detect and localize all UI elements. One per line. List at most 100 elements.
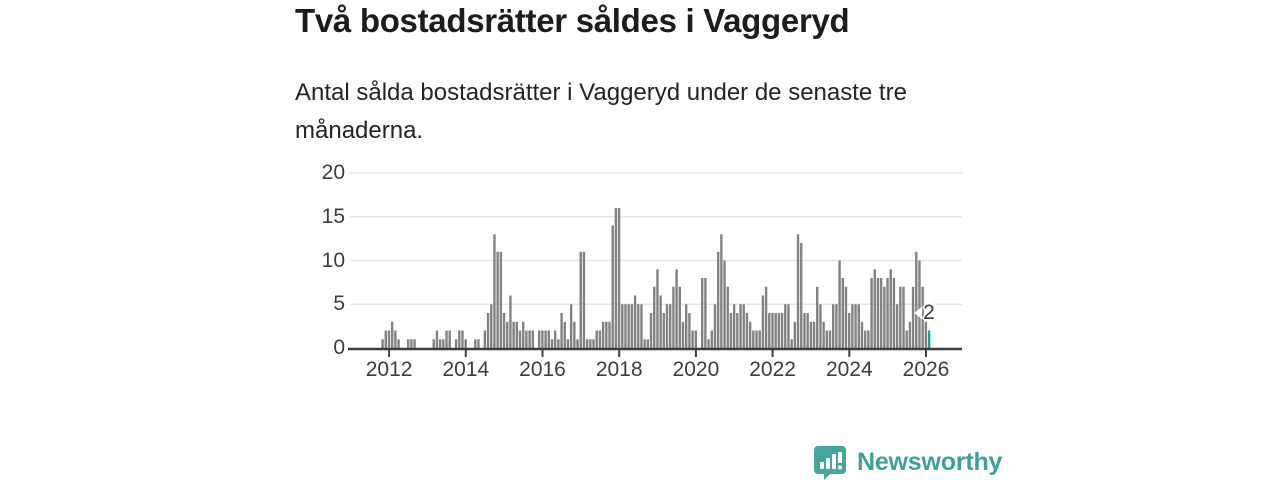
bar <box>576 339 579 348</box>
bar <box>879 278 883 348</box>
bar <box>755 330 758 348</box>
bar <box>713 304 717 348</box>
bar <box>924 321 928 348</box>
bar <box>742 304 745 348</box>
bar <box>825 330 829 348</box>
x-tick-label: 2012 <box>365 358 413 381</box>
bar <box>662 313 666 348</box>
bar <box>493 234 496 348</box>
bar <box>614 208 618 348</box>
bar <box>860 321 864 348</box>
bar <box>406 339 410 348</box>
bar <box>646 339 650 348</box>
bar <box>911 286 915 348</box>
bar <box>854 304 857 348</box>
bar <box>844 286 848 348</box>
bar <box>477 339 480 348</box>
bar <box>851 304 854 348</box>
bar <box>685 304 688 348</box>
bar <box>886 278 889 348</box>
bar <box>665 304 669 348</box>
bar <box>777 313 781 348</box>
bar <box>541 330 544 348</box>
bar <box>394 330 397 348</box>
newsworthy-chart-bubble-icon <box>814 446 846 480</box>
bar <box>828 330 832 348</box>
bar <box>736 313 739 348</box>
bar <box>915 251 918 348</box>
bar <box>876 278 880 348</box>
bar <box>384 330 387 348</box>
bar <box>531 330 534 348</box>
x-tick-label: 2014 <box>442 358 490 381</box>
bar <box>847 313 851 348</box>
bar <box>921 286 924 348</box>
bar <box>522 321 525 348</box>
bar <box>800 243 803 348</box>
bar <box>700 278 704 348</box>
bar <box>589 339 592 348</box>
bar <box>381 339 384 348</box>
bar <box>739 304 742 348</box>
bar <box>723 260 726 348</box>
bar <box>863 330 867 348</box>
bar <box>397 339 400 348</box>
bar <box>566 339 570 348</box>
bar <box>611 225 614 348</box>
label-pointer-icon <box>914 306 923 319</box>
newsworthy-wordmark: Newsworthy <box>857 447 1003 476</box>
bar <box>490 304 493 348</box>
bar <box>579 251 582 348</box>
bar <box>438 339 442 348</box>
bar <box>908 321 912 348</box>
bar <box>649 313 653 348</box>
bar <box>832 304 835 348</box>
bar <box>816 286 819 348</box>
y-tick-label: 15 <box>321 204 345 228</box>
y-tick-label: 5 <box>333 292 345 316</box>
bar <box>838 260 841 348</box>
x-tick-label: 2020 <box>672 358 720 381</box>
bar <box>573 321 576 348</box>
bar <box>653 286 656 348</box>
bar <box>563 321 566 348</box>
bar <box>710 330 713 348</box>
bar <box>688 313 691 348</box>
bar <box>752 330 755 348</box>
bar <box>764 286 768 348</box>
last-value-text: 2 <box>923 300 935 324</box>
bar <box>547 330 550 348</box>
bar <box>387 330 391 348</box>
bar <box>569 304 573 348</box>
bar <box>512 321 515 348</box>
bar <box>509 295 512 348</box>
bar <box>630 304 634 348</box>
chart-headline: Två bostadsrätter såldes i Vaggeryd <box>295 2 850 39</box>
bar <box>659 295 662 348</box>
bar <box>720 234 723 348</box>
bar <box>506 321 509 348</box>
x-tick-label: 2022 <box>749 358 796 381</box>
newsworthy-logo: Newsworthy <box>812 444 1002 480</box>
bar <box>496 251 499 348</box>
chart-subtitle: Antal sålda bostadsrätter i Vaggeryd und… <box>295 79 907 144</box>
bar <box>442 339 445 348</box>
x-tick-label: 2026 <box>902 358 950 381</box>
bar <box>867 330 870 348</box>
bar <box>454 339 458 348</box>
bar <box>899 286 902 348</box>
bar <box>537 330 541 348</box>
bar <box>435 330 439 348</box>
x-tick-label: 2024 <box>825 358 873 381</box>
bar <box>892 278 896 348</box>
bar <box>902 286 905 348</box>
bar <box>515 321 519 348</box>
bar <box>474 339 477 348</box>
bar <box>895 304 899 348</box>
bar <box>390 321 394 348</box>
bar <box>643 339 646 348</box>
bar <box>627 304 630 348</box>
bar <box>784 304 787 348</box>
bar <box>748 321 752 348</box>
